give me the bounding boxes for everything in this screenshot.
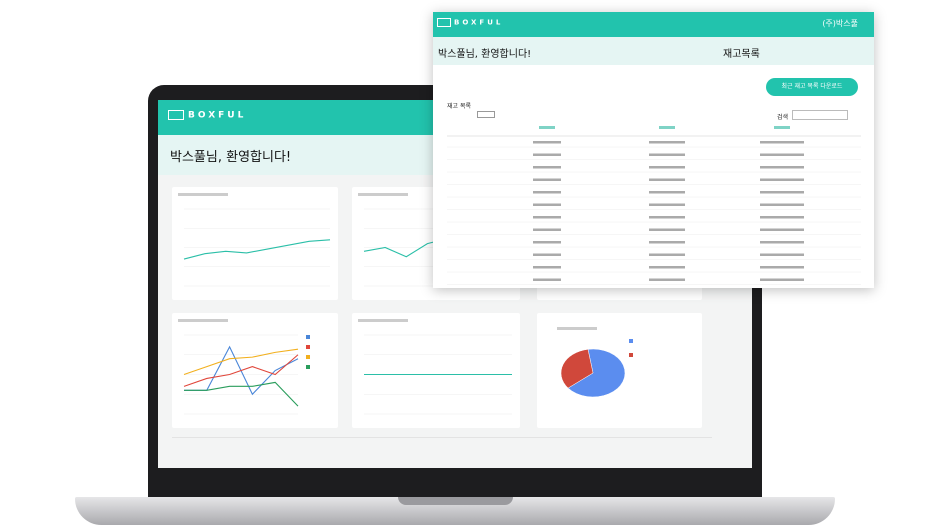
logo [168,110,184,120]
title-band [433,37,874,65]
page-size-select[interactable] [477,111,495,118]
legend-swatch [306,365,310,369]
cell-text [533,191,561,194]
chart-title-placeholder [358,319,408,322]
cell-text [760,228,804,231]
cell-text [649,253,685,256]
cell-text [649,203,685,206]
legend-swatch [306,345,310,349]
cell-text [649,241,685,244]
cell-text [649,278,685,281]
chart-title-placeholder [557,327,597,330]
line-series [183,354,299,387]
cell-text [760,216,804,219]
column-header [539,126,555,129]
cell-text [649,153,685,156]
legend-swatch [306,335,310,339]
laptop-notch [398,497,513,505]
cell-text [533,241,561,244]
legend-swatch [306,355,310,359]
chart-title-placeholder [178,319,228,322]
brand: BOXFUL [168,110,246,121]
brand: BOXFUL [437,18,503,27]
search-input[interactable] [792,110,848,120]
cell-text [760,278,804,281]
cell-text [649,228,685,231]
cell-text [760,241,804,244]
cell-text [533,203,561,206]
welcome: 박스풀님, 환영합니다! [438,49,532,60]
cell-text [649,191,685,194]
cell-text [649,216,685,219]
cell-text [533,216,561,219]
line-series [183,348,299,376]
cell-text [760,166,804,169]
search-label: 검색 [777,114,789,121]
cell-text [649,266,685,269]
cell-text [533,166,561,169]
cell-text [760,178,804,181]
cell-text [533,178,561,181]
cell-text [760,266,804,269]
divider [172,437,712,438]
logo [437,18,451,27]
cell-text [533,228,561,231]
cell-text [533,266,561,269]
download-button[interactable]: 최근 재고 목록 다운로드 [766,78,858,96]
table [447,126,861,285]
line-series [183,239,331,260]
chart-card [172,313,338,428]
brand-text: BOXFUL [454,18,504,27]
cell-text [533,153,561,156]
chart-title-placeholder [178,193,228,196]
welcome: 박스풀님, 환영합니다! [170,150,292,165]
page-title: 재고목록 [723,49,760,60]
column-header [659,126,675,129]
chart-card [352,313,520,428]
chart-card [537,313,702,428]
chart-card [172,187,338,300]
cell-text [649,178,685,181]
section-title: 재고 목록 [447,103,471,110]
cell-text [533,278,561,281]
column-header [774,126,790,129]
header [433,12,874,37]
legend-swatch [629,339,633,343]
cell-text [533,141,561,144]
pie-slice [560,349,594,389]
cell-text [760,253,804,256]
cell-text [760,141,804,144]
line-series [184,381,299,407]
legend-swatch [629,353,633,357]
cell-text [649,141,685,144]
pie-slice [567,348,626,398]
cell-text [760,203,804,206]
cell-text [760,153,804,156]
company: (주)박스풀 [822,19,858,28]
cell-text [533,253,561,256]
brand-text: BOXFUL [188,110,247,121]
cell-text [760,191,804,194]
window: BOXFUL (주)박스풀 박스풀님, 환영합니다! 재고목록 최근 재고 목록… [433,12,874,288]
chart-title-placeholder [358,193,408,196]
cell-text [649,166,685,169]
